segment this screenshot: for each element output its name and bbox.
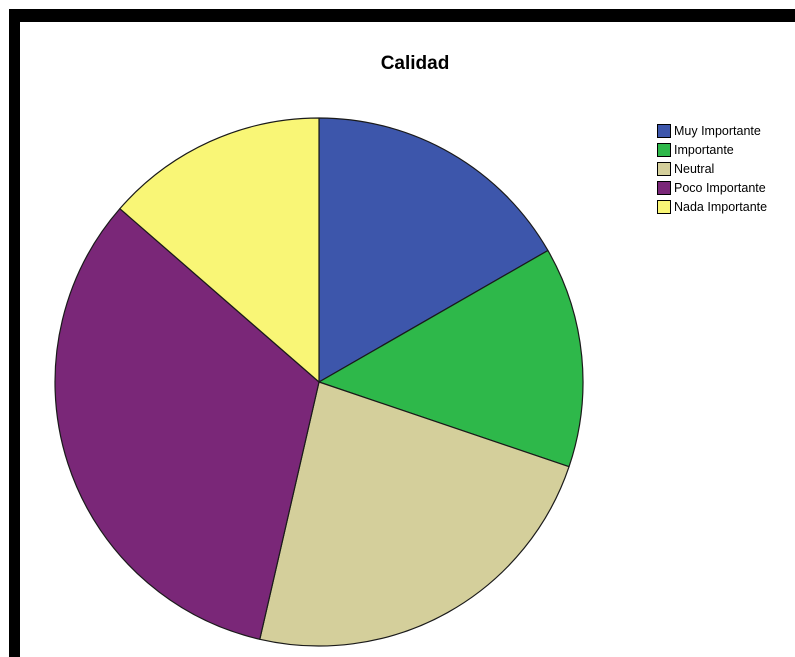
legend-swatch-neutral: [657, 161, 671, 176]
legend-item-poco-importante: Poco Importante: [657, 178, 767, 197]
pie-slice-neutral: [259, 381, 570, 647]
legend-swatch-nada-importante: [657, 199, 671, 214]
legend-label-neutral: Neutral: [674, 161, 715, 176]
legend-item-nada-importante: Nada Importante: [657, 197, 767, 216]
pie-slice-importante: [318, 249, 584, 468]
chart-title: Calidad: [380, 53, 450, 74]
pie-slice-nada-importante: [119, 117, 320, 383]
legend-label-muy-importante: Muy Importante: [674, 123, 761, 138]
legend-item-muy-importante: Muy Importante: [657, 121, 767, 140]
pie-slice-poco-importante: [54, 208, 320, 640]
pie-slice-muy-importante: [318, 117, 549, 383]
legend-swatch-poco-importante: [657, 180, 671, 195]
frame-left-border: [9, 9, 20, 657]
legend-item-neutral: Neutral: [657, 159, 767, 178]
legend-label-importante: Importante: [674, 142, 734, 157]
chart-legend: Muy Importante Importante Neutral Poco Impo…: [657, 121, 767, 216]
legend-swatch-muy-importante: [657, 123, 671, 138]
legend-label-poco-importante: Poco Importante: [674, 180, 766, 195]
frame-top-border: [9, 9, 795, 22]
legend-item-importante: Importante: [657, 140, 767, 159]
legend-swatch-importante: [657, 142, 671, 157]
legend-label-nada-importante: Nada Importante: [674, 199, 768, 214]
